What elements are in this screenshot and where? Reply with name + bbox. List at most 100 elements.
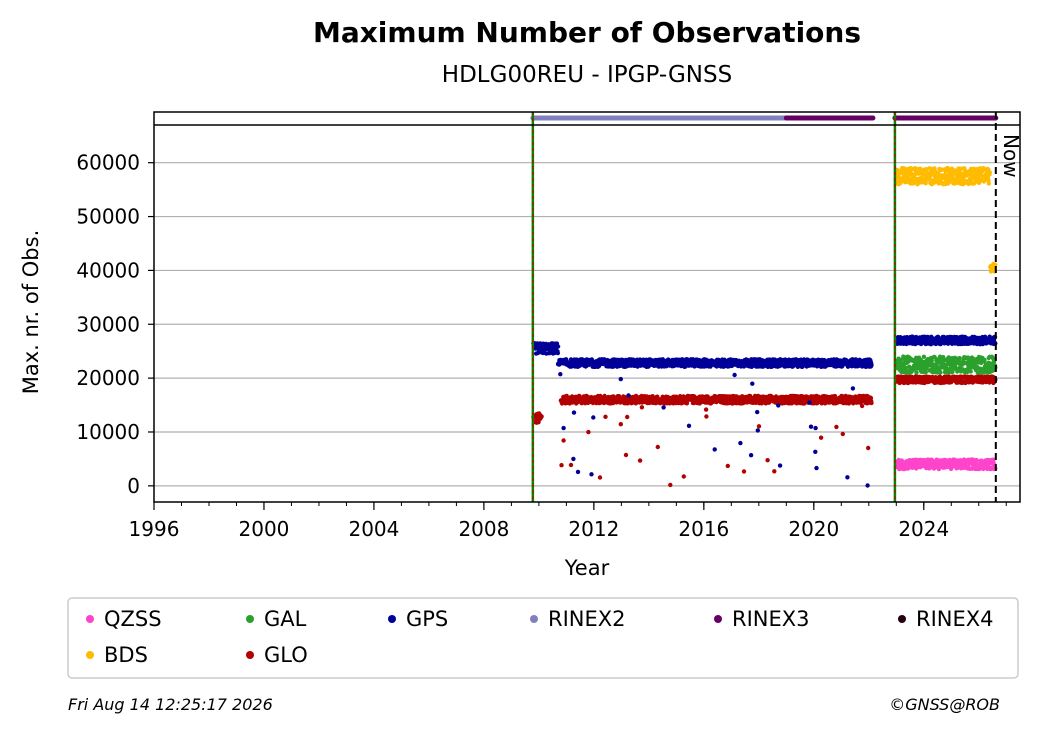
- data-point-gps: [738, 440, 743, 446]
- data-point-glo: [639, 405, 645, 410]
- data-point-gps: [571, 410, 577, 415]
- data-point-bds: [925, 170, 930, 175]
- series-bds: [894, 165, 998, 274]
- data-point-glo: [765, 458, 770, 463]
- y-axis-ticks: 0 10000 20000 30000 40000 50000 60000: [76, 151, 154, 498]
- data-point-gps: [865, 483, 870, 488]
- data-point-gps: [571, 456, 576, 462]
- data-point-glo: [704, 414, 709, 419]
- x-tick-label: 2024: [898, 517, 949, 541]
- data-point-glo: [668, 482, 673, 488]
- data-point-gps: [755, 409, 760, 415]
- x-tick-label: 2004: [348, 517, 399, 541]
- data-point-glo: [625, 414, 630, 420]
- legend-marker: [246, 651, 254, 659]
- legend-item-glo: GLO: [246, 643, 308, 667]
- data-point-gps: [748, 453, 754, 458]
- y-tick-label: 0: [127, 474, 140, 498]
- data-point-glo: [818, 435, 824, 440]
- chart-title: Maximum Number of Observations: [313, 16, 861, 49]
- data-point-gal: [918, 357, 923, 363]
- data-point-glo: [869, 400, 874, 406]
- data-point-gps: [777, 463, 783, 468]
- y-tick-label: 20000: [76, 366, 140, 390]
- legend-item-gal: GAL: [246, 607, 307, 631]
- data-point-bds: [895, 168, 900, 173]
- data-point-bds: [923, 181, 928, 186]
- data-point-gps: [750, 381, 755, 386]
- x-tick-label: 2000: [239, 517, 290, 541]
- legend-item-rinex3: RINEX3: [714, 607, 810, 631]
- y-tick-label: 10000: [76, 420, 140, 444]
- data-point-gal: [923, 370, 928, 375]
- data-point-glo: [741, 469, 747, 474]
- legend-box: [67, 597, 1019, 679]
- x-axis-label: Year: [564, 556, 610, 580]
- data-point-glo: [603, 414, 608, 419]
- data-point-gps: [712, 447, 717, 452]
- data-point-bds: [910, 181, 916, 186]
- data-point-gps: [755, 428, 760, 433]
- legend-item-gps: GPS: [388, 607, 448, 631]
- x-axis-ticks: 1996 2000 2004 2008 2012 2016 2020 2024: [129, 502, 1007, 541]
- legend-label: QZSS: [104, 607, 162, 631]
- data-point-gal: [903, 365, 908, 371]
- data-point-bds: [962, 166, 967, 171]
- data-point-gps: [591, 415, 596, 420]
- x-tick-label: 2020: [788, 517, 839, 541]
- data-point-glo: [623, 452, 629, 458]
- legend-label: RINEX2: [548, 607, 626, 631]
- data-point-gal: [914, 370, 919, 375]
- legend-item-rinex4: RINEX4: [898, 607, 994, 631]
- series-gps: [531, 334, 998, 488]
- data-point-gps: [575, 469, 581, 475]
- data-point-gps: [589, 472, 594, 477]
- data-point-gal: [968, 369, 973, 374]
- legend-label: BDS: [104, 643, 148, 667]
- legend-item-bds: BDS: [86, 643, 148, 667]
- legend-marker: [898, 615, 906, 623]
- legend-marker: [86, 651, 94, 659]
- data-point-glo: [637, 458, 643, 463]
- data-point-gal: [924, 365, 929, 370]
- data-point-gps: [808, 424, 814, 429]
- data-point-glo: [756, 424, 762, 429]
- data-point-gps: [561, 425, 566, 431]
- data-point-gps: [555, 344, 561, 349]
- legend-label: GAL: [264, 607, 307, 631]
- data-point-glo: [655, 444, 660, 450]
- data-point-gps: [626, 393, 631, 398]
- series-glo: [531, 374, 998, 488]
- data-point-glo: [772, 469, 777, 474]
- legend-item-qzss: QZSS: [86, 607, 162, 631]
- data-point-qzss: [991, 461, 996, 466]
- now-label: Now: [999, 134, 1023, 178]
- data-point-gps: [776, 403, 781, 408]
- data-point-gps: [661, 405, 666, 410]
- y-tick-label: 50000: [76, 205, 140, 229]
- legend-marker: [530, 615, 538, 623]
- data-point-gps: [845, 475, 850, 480]
- data-point-glo: [866, 445, 871, 451]
- data-point-bds: [986, 181, 991, 186]
- y-tick-label: 30000: [76, 312, 140, 336]
- data-point-gps: [558, 372, 563, 377]
- data-point-glo: [834, 424, 839, 430]
- data-point-glo: [559, 463, 564, 468]
- x-tick-label: 2008: [458, 517, 509, 541]
- data-point-qzss: [974, 457, 979, 463]
- data-point-glo: [597, 475, 603, 480]
- legend: QZSS GAL GPS RINEX2 RINEX3 RINEX4 BDS GLO: [86, 607, 994, 667]
- plot-frame: [153, 111, 1021, 503]
- data-point-gps: [869, 363, 874, 368]
- data-point-glo: [725, 463, 730, 469]
- data-point-glo: [586, 429, 591, 435]
- footer-timestamp: Fri Aug 14 12:25:17 2026: [68, 695, 273, 714]
- legend-marker: [246, 615, 254, 623]
- legend-label: GPS: [406, 607, 448, 631]
- data-point-gps: [850, 386, 856, 391]
- data-point-gps: [807, 400, 812, 405]
- legend-marker: [388, 615, 396, 623]
- data-point-gal: [929, 358, 934, 363]
- data-point-bds: [993, 262, 998, 268]
